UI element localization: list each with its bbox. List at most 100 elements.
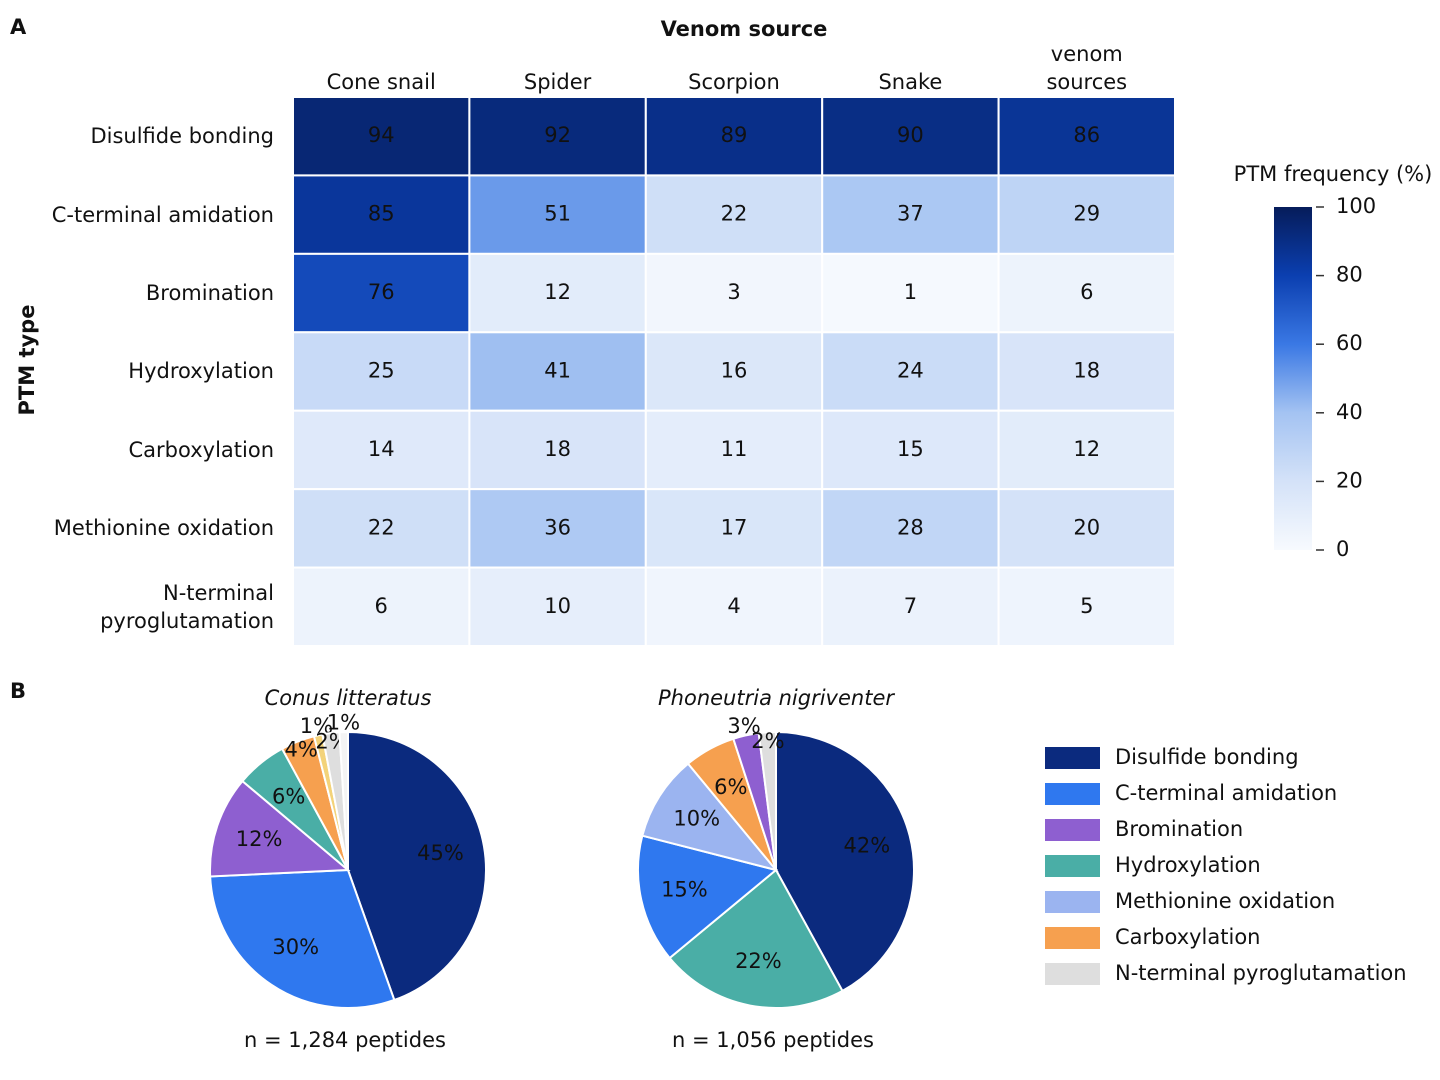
row-label-box: Hydroxylation	[128, 359, 274, 384]
row-label-box: Disulfide bonding	[90, 124, 274, 148]
cell-value: 12	[1073, 437, 1100, 461]
slice-label: 6%	[714, 775, 747, 799]
row-label-box: Methionine oxidation	[53, 516, 274, 541]
legend-label: N-terminal pyroglutamation	[1115, 961, 1407, 985]
cell-value: 85	[368, 202, 395, 226]
pie-caption: n = 1,284 peptides	[244, 1028, 446, 1052]
heatmap-cell	[821, 252, 1000, 334]
legend-swatch	[1045, 963, 1100, 985]
slice-label: 15%	[661, 877, 708, 901]
heatmap-cell	[997, 566, 1176, 647]
heatmap-cell	[292, 331, 471, 412]
pie-slice	[641, 762, 779, 872]
cell-value: 92	[544, 123, 571, 147]
column-label-box: Other venom sources	[1046, 42, 1128, 94]
slice-label: 6%	[272, 784, 305, 808]
colorbar-tick-label: 60	[1336, 331, 1363, 355]
legend-label: C-terminal amidation	[1115, 781, 1337, 805]
column-label: Snake	[878, 70, 943, 94]
legend-swatch	[1045, 855, 1100, 877]
cell-value: 6	[375, 594, 388, 618]
heatmap-cell	[997, 331, 1176, 412]
legend-label: Bromination	[1115, 817, 1243, 841]
heatmap-cell	[292, 96, 471, 177]
row-label: N-terminal pyroglutamation	[100, 580, 274, 633]
heatmap-cell	[644, 252, 824, 334]
row-label: Hydroxylation	[128, 359, 274, 384]
pie-title: Phoneutria nigriventer	[658, 686, 895, 710]
colorbar-label: PTM frequency (%)	[1234, 162, 1433, 186]
cell-value: 29	[1073, 202, 1100, 226]
cell-value: 86	[1073, 123, 1100, 147]
heatmap-cell	[821, 331, 1000, 412]
slice-label: 42%	[844, 834, 891, 858]
cell-value: 16	[721, 359, 748, 383]
slice-label: 1%	[327, 711, 360, 735]
pie-title: Conus litteratus	[265, 686, 432, 710]
column-label-box: Spider	[523, 70, 592, 94]
legend-label: Carboxylation	[1115, 925, 1260, 949]
colorbar-tick-label: 100	[1336, 194, 1376, 218]
row-label: Carboxylation	[128, 437, 274, 462]
slice-label: 4%	[285, 737, 318, 761]
heatmap-cell	[468, 252, 647, 334]
heatmap-cell	[292, 488, 471, 569]
heatmap-cell	[997, 252, 1176, 334]
cell-value: 22	[721, 202, 748, 226]
panel-label: A	[10, 15, 27, 39]
cell-value: 25	[368, 359, 395, 383]
cell-value: 4	[727, 594, 740, 618]
heatmap-cell	[292, 566, 471, 647]
slice-label: 12%	[236, 827, 283, 851]
row-label: C-terminal amidation	[51, 202, 274, 227]
pie-caption: n = 1,056 peptides	[672, 1028, 874, 1052]
cell-value: 18	[1073, 359, 1100, 383]
row-label-box: N-terminal pyroglutamation	[100, 580, 274, 633]
heatmap-cell	[997, 488, 1176, 569]
slice-label: 30%	[272, 935, 319, 959]
column-label-box: Snake	[878, 70, 943, 94]
heatmap-cell	[821, 174, 1000, 255]
pie-slice	[347, 730, 487, 1002]
pie-slice	[209, 868, 396, 1009]
cell-value: 20	[1073, 515, 1100, 539]
cell-value: 1	[904, 280, 917, 304]
row-label-box: Bromination	[145, 281, 274, 306]
heatmap-cell	[997, 174, 1176, 255]
heatmap-cell	[644, 409, 824, 491]
cell-value: 24	[897, 359, 924, 383]
row-label: Methionine oxidation	[53, 516, 274, 541]
column-label: Cone snail	[326, 70, 436, 94]
slice-label: 10%	[673, 807, 720, 831]
row-label: Bromination	[145, 281, 274, 306]
pie-slice	[209, 779, 351, 878]
cell-value: 90	[897, 123, 924, 147]
pie-slice	[757, 730, 777, 871]
cell-value: 76	[368, 280, 395, 304]
cell-value: 5	[1080, 594, 1093, 618]
heatmap-cell	[468, 331, 647, 412]
column-label: Other venom sources	[1046, 42, 1128, 94]
heatmap-cell	[644, 96, 824, 177]
cell-value: 12	[544, 280, 571, 304]
heatmap-cell	[644, 174, 824, 255]
heatmap-cell	[821, 409, 1000, 491]
y-axis-label: PTM type	[15, 305, 39, 416]
legend-swatch	[1045, 927, 1100, 949]
heatmap-cell	[468, 96, 647, 177]
heatmap-cell	[468, 409, 647, 491]
legend-label: Methionine oxidation	[1115, 889, 1335, 913]
cell-value: 51	[544, 202, 571, 226]
slice-label: 45%	[417, 841, 464, 865]
colorbar-tick-label: 40	[1336, 400, 1363, 424]
column-label: Spider	[523, 70, 592, 94]
cell-value: 94	[368, 123, 395, 147]
legend-label: Disulfide bonding	[1115, 745, 1299, 769]
legend-swatch	[1045, 891, 1100, 913]
cell-value: 11	[721, 437, 748, 461]
colorbar-tick-label: 20	[1336, 468, 1363, 492]
cell-value: 22	[368, 515, 395, 539]
slice-label: 2%	[751, 729, 784, 753]
cell-value: 17	[721, 515, 748, 539]
